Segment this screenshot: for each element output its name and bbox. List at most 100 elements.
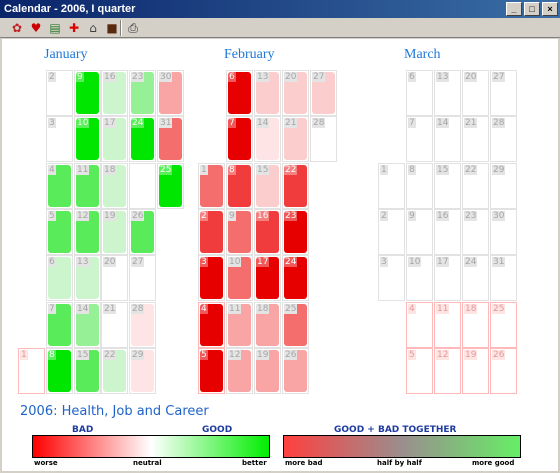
day-cell-january-20[interactable]: 20 xyxy=(101,255,128,301)
day-cell-march-11[interactable]: 11 xyxy=(434,302,461,348)
day-cell-march-5[interactable]: 5 xyxy=(406,348,433,394)
day-cell-february-24[interactable]: 24 xyxy=(282,255,309,301)
close-button[interactable]: × xyxy=(542,2,558,16)
day-cell-march-26[interactable]: 26 xyxy=(490,348,517,394)
day-cell-march-12[interactable]: 12 xyxy=(434,348,461,394)
day-cell-february-27[interactable]: 27 xyxy=(310,70,337,116)
day-cell-march-1[interactable]: 1 xyxy=(378,163,405,209)
day-cell-january-1[interactable]: 1 xyxy=(18,348,45,394)
day-cell-march-13[interactable]: 13 xyxy=(434,70,461,116)
day-cell-february-26[interactable]: 26 xyxy=(282,348,309,394)
day-cell-february-28[interactable]: 28 xyxy=(310,116,337,162)
day-cell-march-10[interactable]: 10 xyxy=(406,255,433,301)
day-cell-february-20[interactable]: 20 xyxy=(282,70,309,116)
home-icon[interactable]: ⌂ xyxy=(89,21,97,35)
day-cell-february-11[interactable]: 11 xyxy=(226,302,253,348)
day-cell-february-21[interactable]: 21 xyxy=(282,116,309,162)
day-cell-february-14[interactable]: 14 xyxy=(254,116,281,162)
day-cell-february-16[interactable]: 16 xyxy=(254,209,281,255)
day-cell-january-9[interactable]: 9 xyxy=(74,70,101,116)
minimize-button[interactable]: _ xyxy=(506,2,522,16)
day-cell-march-30[interactable]: 30 xyxy=(490,209,517,255)
day-cell-march-7[interactable]: 7 xyxy=(406,116,433,162)
day-cell-february-15[interactable]: 15 xyxy=(254,163,281,209)
day-cell-march-24[interactable]: 24 xyxy=(462,255,489,301)
day-cell-february-8[interactable]: 8 xyxy=(226,163,253,209)
day-cell-march-14[interactable]: 14 xyxy=(434,116,461,162)
maximize-button[interactable]: □ xyxy=(524,2,540,16)
day-cell-february-3[interactable]: 3 xyxy=(198,255,225,301)
day-cell-march-19[interactable]: 19 xyxy=(462,348,489,394)
day-cell-january-14[interactable]: 14 xyxy=(74,302,101,348)
day-cell-january-11[interactable]: 11 xyxy=(74,163,101,209)
day-cell-march-21[interactable]: 21 xyxy=(462,116,489,162)
day-cell-february-17[interactable]: 17 xyxy=(254,255,281,301)
day-cell-january-4[interactable]: 4 xyxy=(46,163,73,209)
day-cell-january-21[interactable]: 21 xyxy=(101,302,128,348)
day-cell-february-25[interactable]: 25 xyxy=(282,302,309,348)
day-cell-january-8[interactable]: 8 xyxy=(46,348,73,394)
day-cell-january-28[interactable]: 28 xyxy=(129,302,156,348)
day-cell-march-2[interactable]: 2 xyxy=(378,209,405,255)
day-cell-january-31[interactable]: 31 xyxy=(157,116,184,162)
day-cell-january-15[interactable]: 15 xyxy=(74,348,101,394)
day-cell-january-22[interactable]: 22 xyxy=(101,348,128,394)
money-icon[interactable]: ▤ xyxy=(49,21,61,35)
day-cell-march-8[interactable]: 8 xyxy=(406,163,433,209)
day-cell-february-23[interactable]: 23 xyxy=(282,209,309,255)
day-cell-march-28[interactable]: 28 xyxy=(490,116,517,162)
day-cell-march-23[interactable]: 23 xyxy=(462,209,489,255)
day-cell-january-12[interactable]: 12 xyxy=(74,209,101,255)
day-cell-january-18[interactable]: 18 xyxy=(101,163,128,209)
day-cell-february-9[interactable]: 9 xyxy=(226,209,253,255)
day-cell-february-18[interactable]: 18 xyxy=(254,302,281,348)
day-cell-march-3[interactable]: 3 xyxy=(378,255,405,301)
day-cell-march-16[interactable]: 16 xyxy=(434,209,461,255)
day-cell-march-20[interactable]: 20 xyxy=(462,70,489,116)
day-cell-february-2[interactable]: 2 xyxy=(198,209,225,255)
day-cell-january-7[interactable]: 7 xyxy=(46,302,73,348)
day-cell-january-24[interactable]: 24 xyxy=(129,116,156,162)
day-cell-february-6[interactable]: 6 xyxy=(226,70,253,116)
day-cell-february-13[interactable]: 13 xyxy=(254,70,281,116)
day-cell-january-19[interactable]: 19 xyxy=(101,209,128,255)
day-cell-march-18[interactable]: 18 xyxy=(462,302,489,348)
day-cell-january-empty[interactable] xyxy=(129,163,156,209)
day-cell-february-19[interactable]: 19 xyxy=(254,348,281,394)
day-cell-january-13[interactable]: 13 xyxy=(74,255,101,301)
briefcase-icon[interactable]: ■ xyxy=(106,21,118,35)
day-cell-january-16[interactable]: 16 xyxy=(101,70,128,116)
day-cell-march-29[interactable]: 29 xyxy=(490,163,517,209)
day-cell-january-10[interactable]: 10 xyxy=(74,116,101,162)
day-cell-march-27[interactable]: 27 xyxy=(490,70,517,116)
health-cross-icon[interactable]: ✚ xyxy=(68,21,80,35)
day-cell-january-5[interactable]: 5 xyxy=(46,209,73,255)
day-cell-february-4[interactable]: 4 xyxy=(198,302,225,348)
heart-icon[interactable]: ♥ xyxy=(30,21,42,35)
day-cell-march-15[interactable]: 15 xyxy=(434,163,461,209)
day-cell-march-31[interactable]: 31 xyxy=(490,255,517,301)
day-cell-january-29[interactable]: 29 xyxy=(129,348,156,394)
day-cell-march-9[interactable]: 9 xyxy=(406,209,433,255)
day-cell-january-27[interactable]: 27 xyxy=(129,255,156,301)
day-cell-january-3[interactable]: 3 xyxy=(46,116,73,162)
day-cell-january-17[interactable]: 17 xyxy=(101,116,128,162)
day-cell-january-23[interactable]: 23 xyxy=(129,70,156,116)
day-cell-march-25[interactable]: 25 xyxy=(490,302,517,348)
day-cell-january-2[interactable]: 2 xyxy=(46,70,73,116)
flowers-icon[interactable]: ✿ xyxy=(11,21,23,35)
day-cell-january-26[interactable]: 26 xyxy=(129,209,156,255)
day-cell-january-30[interactable]: 30 xyxy=(157,70,184,116)
day-cell-january-6[interactable]: 6 xyxy=(46,255,73,301)
printer-icon[interactable]: ⎙ xyxy=(128,21,138,35)
day-cell-march-6[interactable]: 6 xyxy=(406,70,433,116)
day-cell-march-22[interactable]: 22 xyxy=(462,163,489,209)
day-cell-january-25[interactable]: 25 xyxy=(157,163,184,209)
day-cell-february-22[interactable]: 22 xyxy=(282,163,309,209)
day-cell-february-7[interactable]: 7 xyxy=(226,116,253,162)
day-cell-february-12[interactable]: 12 xyxy=(226,348,253,394)
day-cell-february-5[interactable]: 5 xyxy=(198,348,225,394)
day-cell-february-10[interactable]: 10 xyxy=(226,255,253,301)
day-cell-march-4[interactable]: 4 xyxy=(406,302,433,348)
day-cell-february-1[interactable]: 1 xyxy=(198,163,225,209)
